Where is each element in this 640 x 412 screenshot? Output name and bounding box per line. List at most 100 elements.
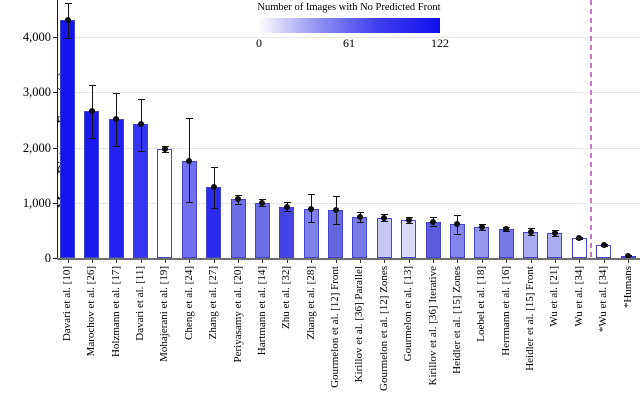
error-cap-top xyxy=(283,202,291,204)
mean-dot xyxy=(186,157,193,164)
x-tick-mark xyxy=(408,260,410,263)
mean-dot xyxy=(235,196,242,203)
gridline xyxy=(57,37,640,38)
x-tick-label: Cheng et al. [24] xyxy=(182,266,195,340)
x-tick-label: Zhang et al. [27] xyxy=(207,266,220,340)
x-tick-label: Zhang et al. [28] xyxy=(304,266,317,340)
y-tick-label: 3,000 xyxy=(22,85,51,100)
gridline xyxy=(57,92,640,94)
mean-dot xyxy=(210,183,217,190)
x-tick-mark xyxy=(140,260,142,263)
colorbar-gradient xyxy=(258,18,440,33)
colorbar-tick-mid: 61 xyxy=(343,36,355,50)
mean-dot xyxy=(113,116,120,123)
x-tick-mark xyxy=(628,260,629,263)
x-tick-mark xyxy=(189,260,191,263)
mean-dot xyxy=(259,199,266,206)
error-cap-bottom xyxy=(527,235,535,237)
mean-dot xyxy=(478,224,485,231)
bar xyxy=(157,148,173,258)
error-cap-top xyxy=(430,217,438,219)
x-tick-label: Holzmann et al. [17] xyxy=(109,266,122,358)
x-tick-mark xyxy=(164,260,166,263)
x-tick-mark xyxy=(433,260,435,263)
error-cap-bottom xyxy=(161,151,169,153)
x-tick-label: Gourmelon et al. [12] Zones xyxy=(377,266,390,391)
gridline xyxy=(57,202,640,204)
error-cap-bottom xyxy=(430,225,438,227)
y-tick-mark xyxy=(53,37,57,38)
bar xyxy=(279,206,295,258)
error-cap-top xyxy=(381,214,389,216)
error-cap-bottom xyxy=(356,222,364,224)
colorbar-tick-min: 0 xyxy=(256,36,262,50)
mean-dot xyxy=(381,214,388,221)
y-axis-line xyxy=(57,0,58,258)
bar xyxy=(60,19,75,258)
colorbar-tick-max: 122 xyxy=(431,36,449,50)
error-cap-top xyxy=(332,195,340,197)
error-cap-bottom xyxy=(186,202,194,204)
x-tick-label: Zhu et al. [32] xyxy=(280,266,293,329)
x-tick-label: Herrmann et al. [16] xyxy=(499,266,512,356)
x-tick-label: Gourmelon et al. [12] Front xyxy=(329,266,342,388)
x-tick-mark xyxy=(603,260,605,263)
error-cap-top xyxy=(308,194,316,196)
y-tick-label: 0 xyxy=(44,251,51,265)
bar xyxy=(425,221,441,258)
gridline xyxy=(57,147,640,149)
error-cap-top xyxy=(356,211,364,213)
error-cap-bottom xyxy=(332,223,340,225)
x-tick-mark xyxy=(67,260,69,263)
y-tick-label: 2,000 xyxy=(22,140,51,155)
x-tick-label: Heidler et al. [15] Zones xyxy=(450,266,463,374)
x-axis-line xyxy=(57,258,640,260)
dashed-separator-line xyxy=(590,0,593,258)
error-cap-bottom xyxy=(405,222,413,224)
x-tick-mark xyxy=(554,260,556,263)
error-cap-top xyxy=(454,214,462,216)
x-tick-label: Kirillov et al. [36] Parallel xyxy=(353,266,366,383)
error-cap-bottom xyxy=(88,137,96,139)
x-tick-label: Hartmann et al. [14] xyxy=(255,266,268,356)
mean-dot xyxy=(527,228,534,235)
error-cap-bottom xyxy=(137,151,145,153)
bar xyxy=(230,199,246,258)
mean-dot xyxy=(88,108,95,115)
error-cap-bottom xyxy=(283,210,291,212)
x-tick-mark xyxy=(506,260,508,263)
error-cap-bottom xyxy=(454,233,462,235)
y-tick-mark xyxy=(53,258,57,259)
error-cap-bottom xyxy=(308,222,316,224)
colorbar-title: Number of Images with No Predicted Front xyxy=(257,2,441,13)
error-cap-bottom xyxy=(503,231,511,233)
mean-dot xyxy=(576,235,583,242)
x-tick-label: Gourmelon et al. [13] xyxy=(402,266,415,362)
mean-dot xyxy=(600,242,607,249)
x-tick-mark xyxy=(359,260,361,263)
bar xyxy=(474,227,490,258)
bar xyxy=(352,217,368,258)
bar xyxy=(254,202,270,258)
x-tick-label: Davari et al. [11] xyxy=(134,266,147,341)
bar xyxy=(571,238,587,258)
x-tick-mark xyxy=(579,260,581,263)
x-tick-mark xyxy=(457,260,459,263)
x-tick-mark xyxy=(91,260,93,263)
error-cap-bottom xyxy=(210,207,218,209)
x-tick-label: Marochov et al. [26] xyxy=(85,266,98,357)
error-cap-top xyxy=(186,118,194,120)
x-tick-mark xyxy=(530,260,532,263)
mean-dot xyxy=(551,230,558,237)
x-tick-mark xyxy=(238,260,240,263)
mean-dot xyxy=(405,216,412,223)
error-cap-top xyxy=(88,84,96,86)
error-cap-bottom xyxy=(113,145,121,147)
y-tick-label: 1,000 xyxy=(22,195,51,210)
x-tick-label: *Wu et al. [34] xyxy=(597,266,610,333)
x-tick-label: Loebel et al. [18] xyxy=(475,266,488,342)
y-tick-mark xyxy=(53,92,57,94)
mean-dot xyxy=(332,206,339,213)
mean-dot xyxy=(625,252,631,259)
